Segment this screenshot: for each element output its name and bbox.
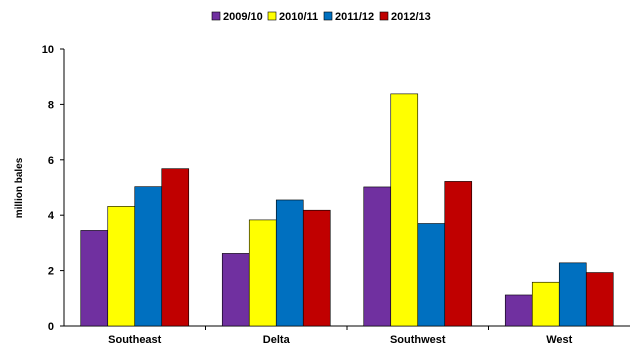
legend-label: 2009/10 (223, 11, 263, 23)
x-category-label: West (546, 334, 572, 346)
bar-southwest-2010-11 (390, 93, 419, 327)
bar-west-2012-13 (585, 272, 614, 327)
bar-southeast-2010-11 (107, 206, 136, 327)
legend-swatch (267, 11, 277, 21)
y-tick-label: 6 (48, 155, 54, 167)
legend-swatch (211, 11, 221, 21)
legend-swatch (379, 11, 389, 21)
y-tick-label: 8 (48, 99, 54, 111)
bar-west-2009-10 (504, 294, 533, 327)
bar-delta-2011-12 (275, 199, 304, 327)
legend-label: 2012/13 (391, 11, 431, 23)
x-category-label: Southwest (390, 334, 446, 346)
legend-label: 2010/11 (279, 11, 318, 23)
bar-southwest-2012-13 (444, 181, 473, 327)
bar-southwest-2011-12 (417, 223, 446, 327)
bar-delta-2010-11 (248, 219, 277, 327)
y-axis: 0 2 4 6 8 10 (42, 44, 65, 333)
x-axis: Southeast Delta Southwest West (64, 325, 630, 346)
legend-label: 2011/12 (335, 11, 374, 23)
y-axis-title: million bales (14, 157, 25, 218)
bar-delta-2009-10 (221, 253, 250, 327)
bar-southeast-2012-13 (161, 168, 190, 327)
y-tick-label: 10 (42, 44, 54, 56)
bar-southwest-2009-10 (363, 186, 392, 327)
x-category-label: Delta (263, 334, 291, 346)
y-tick-label: 4 (48, 210, 55, 222)
bar-southeast-2009-10 (80, 230, 109, 327)
legend: 2009/10 2010/11 2011/12 2012/13 (211, 11, 431, 23)
bar-west-2011-12 (558, 262, 587, 327)
x-category-label: Southeast (108, 334, 162, 346)
legend-swatch (323, 11, 333, 21)
bar-delta-2012-13 (302, 209, 331, 327)
bars (80, 93, 614, 327)
y-tick-label: 2 (48, 266, 54, 278)
y-tick-label: 0 (48, 321, 54, 333)
bar-southeast-2011-12 (134, 186, 163, 327)
bar-west-2010-11 (531, 281, 560, 327)
